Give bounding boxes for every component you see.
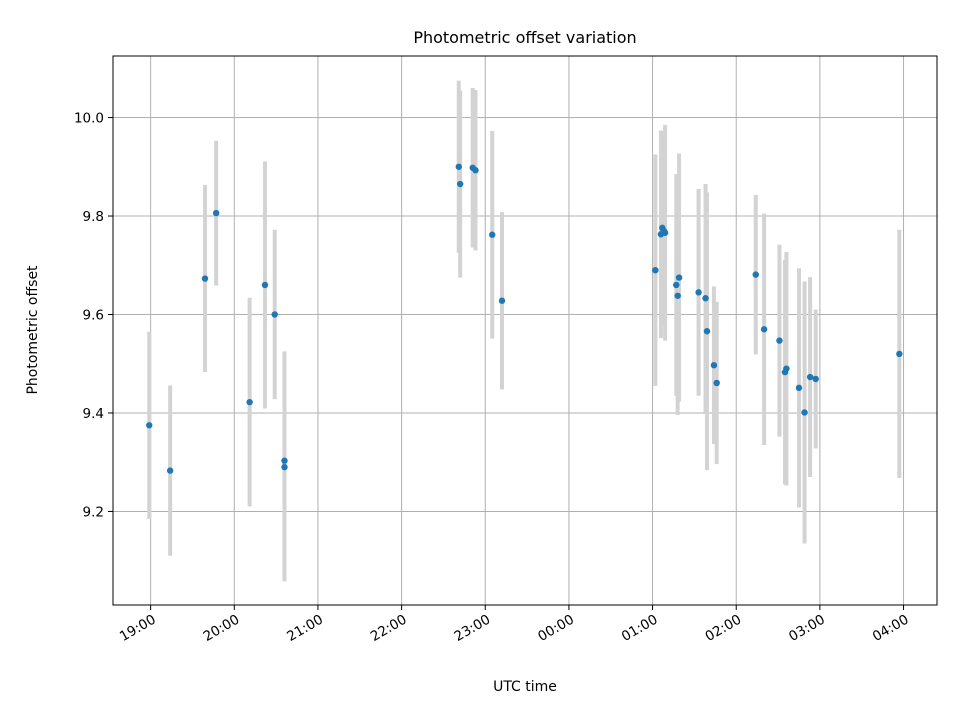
data-point xyxy=(702,295,709,302)
data-point xyxy=(752,271,759,278)
data-point xyxy=(783,365,790,372)
y-tick-label: 9.6 xyxy=(83,307,104,323)
data-point xyxy=(673,281,680,289)
y-tick-label: 9.4 xyxy=(83,406,104,422)
data-point xyxy=(760,326,768,333)
data-point xyxy=(695,289,702,296)
data-point xyxy=(713,379,720,387)
y-axis-label: Photometric offset xyxy=(25,265,41,395)
data-point xyxy=(674,292,681,299)
data-points xyxy=(146,163,903,474)
y-axis-ticks: 9.2 9.4 9.6 9.8 10.0 xyxy=(74,111,113,520)
plot-background xyxy=(113,56,937,605)
data-point xyxy=(489,231,496,238)
data-point xyxy=(710,362,718,369)
data-point xyxy=(212,209,220,217)
y-tick-label: 9.2 xyxy=(83,504,104,520)
data-point xyxy=(455,163,462,170)
data-point xyxy=(776,337,783,344)
data-point xyxy=(281,463,288,471)
x-axis-label: UTC time xyxy=(493,679,557,695)
data-point xyxy=(661,229,669,236)
data-point xyxy=(806,373,814,381)
data-point xyxy=(472,167,479,174)
data-point xyxy=(281,457,288,464)
data-point xyxy=(456,180,464,188)
data-point xyxy=(703,328,711,335)
data-point xyxy=(801,409,808,416)
chart-title: Photometric offset variation xyxy=(413,28,636,47)
plot-frame xyxy=(112,55,938,606)
data-point xyxy=(146,422,153,429)
grid xyxy=(113,56,937,605)
y-tick-label: 10.0 xyxy=(74,111,104,127)
data-point xyxy=(652,266,659,274)
data-point xyxy=(498,297,506,304)
data-point xyxy=(261,281,269,289)
data-point xyxy=(812,375,819,383)
data-point xyxy=(896,350,903,358)
data-point xyxy=(795,384,803,392)
data-point xyxy=(201,275,209,282)
data-point xyxy=(246,398,253,406)
data-point xyxy=(166,467,174,474)
data-point xyxy=(675,274,683,281)
y-tick-label: 9.8 xyxy=(83,209,104,225)
data-point xyxy=(271,311,278,318)
